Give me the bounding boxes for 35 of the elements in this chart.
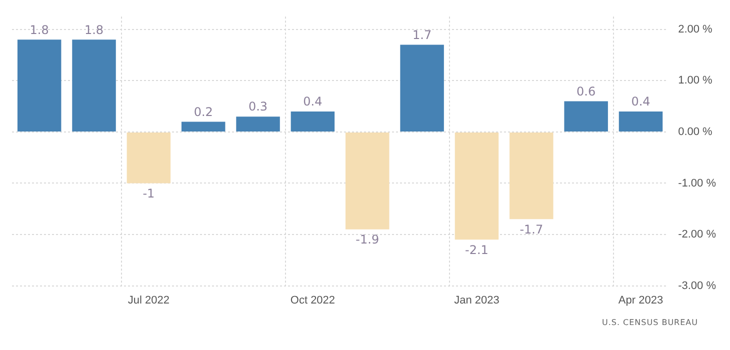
data-label: -1.9 [356, 232, 380, 247]
y-tick-label: -1.00 % [678, 177, 716, 190]
data-label: 0.2 [194, 104, 213, 119]
bar [126, 132, 171, 184]
text: U.S. CENSUS BUREAU [602, 318, 698, 327]
data-label: 1.8 [30, 22, 49, 37]
data-label: 0.3 [248, 100, 268, 114]
bar [510, 132, 554, 220]
x-tick-label: Apr 2023 [618, 294, 664, 306]
x-tick-label: Oct 2022 [290, 294, 336, 306]
y-tick-label: 1.00 % [678, 74, 713, 87]
data-label: 0.6 [576, 84, 596, 98]
bar [290, 111, 335, 132]
bar [454, 132, 499, 240]
data-label: -2.1 [465, 242, 488, 257]
data-label: -1 [142, 186, 155, 200]
bar [564, 101, 608, 132]
bar [618, 111, 663, 132]
bar [17, 40, 62, 132]
bar [346, 132, 390, 230]
bar [400, 44, 444, 132]
data-label: 1.8 [84, 22, 104, 37]
data-label: 1.7 [412, 28, 432, 42]
data-label: 0.4 [303, 94, 322, 109]
y-tick-label: 0.00 % [678, 126, 713, 138]
bar [72, 40, 116, 132]
y-tick-label: -2.00 % [678, 228, 716, 241]
data-label: -1.7 [520, 222, 544, 236]
y-tick-label: 2.00 % [678, 23, 713, 36]
bar [236, 116, 280, 132]
y-tick-label: -3.00 % [678, 280, 716, 292]
bar [181, 122, 226, 132]
data-label: 0.4 [631, 94, 650, 109]
x-tick-label: Jul 2022 [128, 294, 170, 306]
x-tick-label: Jan 2023 [454, 294, 500, 306]
